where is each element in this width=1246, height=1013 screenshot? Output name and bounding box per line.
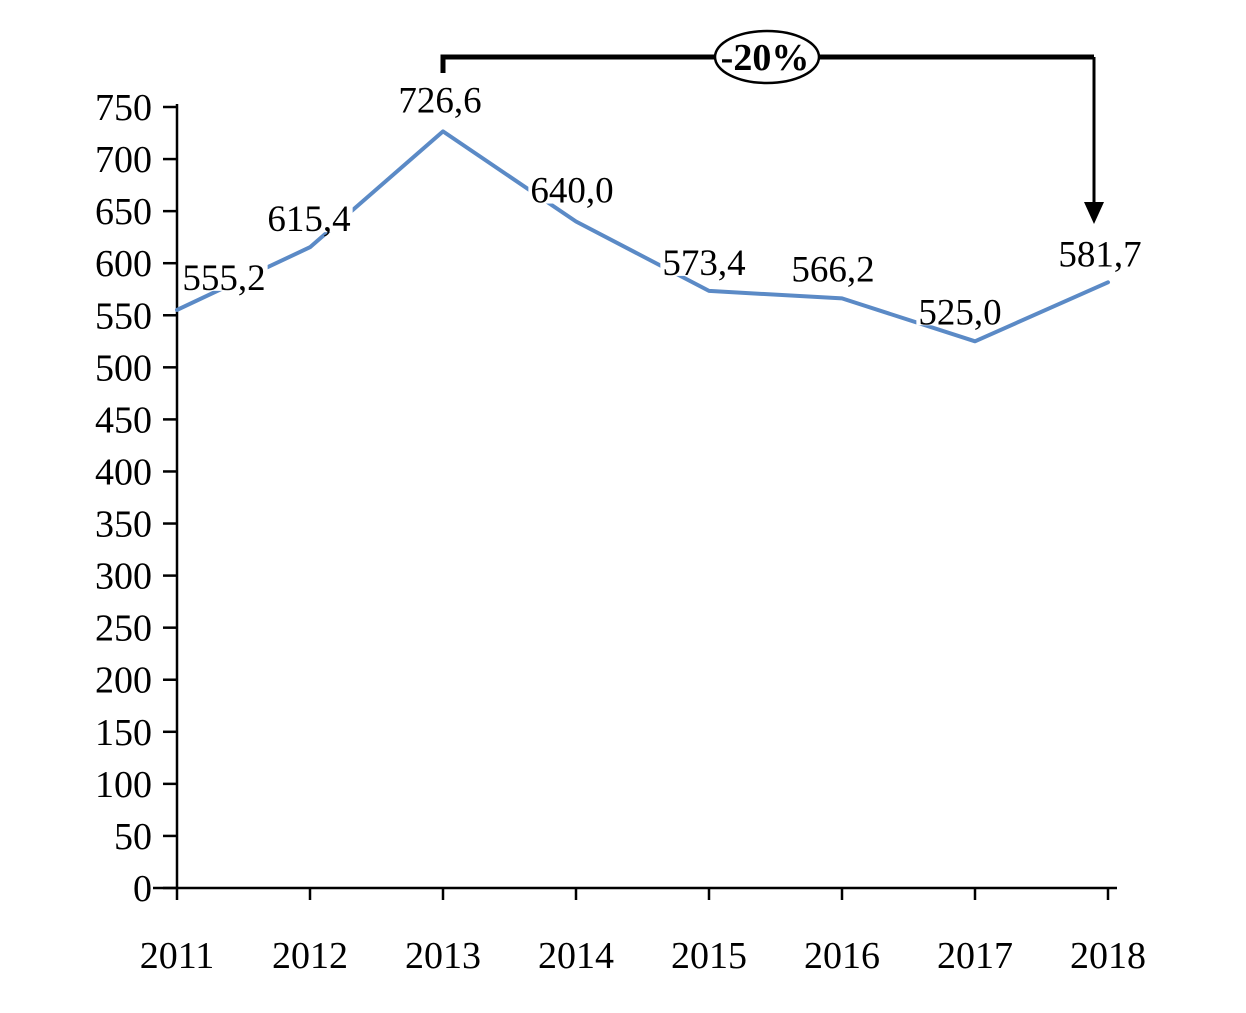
x-tick-label: 2014 — [538, 935, 614, 977]
data-label-text: 555,2 — [182, 258, 265, 299]
data-label-text: 566,2 — [791, 249, 874, 290]
x-tick-label: 2013 — [405, 935, 481, 977]
y-tick-label: 750 — [95, 87, 152, 129]
y-tick-label: 400 — [95, 451, 152, 493]
data-label: 525,0 — [916, 292, 1004, 333]
data-label-bg — [265, 204, 353, 233]
data-label-bg — [180, 262, 268, 291]
x-tick-label: 2018 — [1070, 935, 1146, 977]
y-tick-label: 650 — [95, 191, 152, 233]
data-label-bg — [916, 297, 1004, 326]
data-label: 640,0 — [528, 171, 616, 212]
y-tick-label: 50 — [114, 816, 152, 858]
data-label-bg — [789, 254, 877, 283]
data-label: 573,4 — [660, 243, 748, 284]
data-label-text: 525,0 — [918, 292, 1001, 333]
annotation-arrowhead — [1084, 202, 1104, 224]
data-label: 726,6 — [396, 80, 484, 121]
data-label-bg — [1056, 239, 1144, 268]
x-tick-label: 2011 — [140, 935, 215, 977]
y-tick-label: 350 — [95, 504, 152, 546]
data-label-text: 615,4 — [267, 199, 350, 240]
x-tick-label: 2012 — [272, 935, 348, 977]
x-tick-label: 2017 — [937, 935, 1013, 977]
data-label: 555,2 — [180, 258, 268, 299]
y-tick-label: 250 — [95, 608, 152, 650]
data-label: 581,7 — [1056, 234, 1144, 275]
y-tick-label: 550 — [95, 295, 152, 337]
y-tick-label: 500 — [95, 347, 152, 389]
y-tick-label: 300 — [95, 556, 152, 598]
data-label-bg — [528, 175, 616, 204]
annotation-ellipse — [713, 29, 821, 85]
data-label-text: 581,7 — [1058, 234, 1141, 275]
data-label-text: 573,4 — [662, 243, 745, 284]
annotation-bracket — [440, 54, 1094, 73]
data-label-bg — [396, 85, 484, 114]
data-label-text: 726,6 — [398, 80, 481, 121]
data-label: 566,2 — [789, 249, 877, 290]
data-label: 615,4 — [265, 199, 353, 240]
y-tick-label: 700 — [95, 139, 152, 181]
annotation-label: -20% — [721, 37, 810, 79]
y-tick-label: 150 — [95, 712, 152, 754]
y-tick-label: 600 — [95, 243, 152, 285]
y-tick-label: 450 — [95, 399, 152, 441]
x-tick-label: 2015 — [671, 935, 747, 977]
x-tick-label: 2016 — [804, 935, 880, 977]
data-label-bg — [660, 247, 748, 276]
y-tick-label: 100 — [95, 764, 152, 806]
y-tick-label: 0 — [133, 868, 152, 910]
data-label-text: 640,0 — [530, 171, 613, 212]
y-tick-label: 200 — [95, 660, 152, 702]
